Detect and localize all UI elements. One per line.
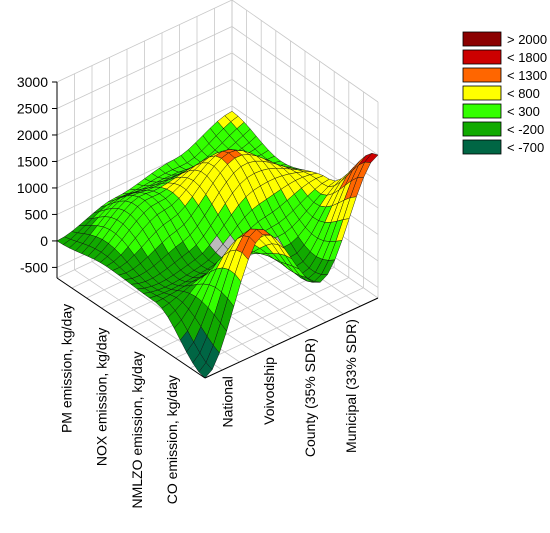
- y-axis-category-labels: PM emission, kg/day NOX emission, kg/day N…: [59, 304, 180, 509]
- z-tick-label: 2000: [17, 127, 48, 143]
- y-category-label: PM emission, kg/day: [59, 304, 75, 433]
- y-category-label: NMLZO emission, kg/day: [129, 351, 145, 508]
- z-tick-label: 500: [25, 206, 49, 222]
- z-tick-label: 2500: [17, 100, 48, 116]
- legend-label: < 1300: [507, 68, 547, 83]
- axis-lines: [56, 82, 379, 379]
- grid-line: [231, 52, 379, 156]
- z-tick-label: 0: [40, 233, 48, 249]
- legend-swatch: [462, 49, 502, 65]
- y-category-label: NOX emission, kg/day: [94, 328, 110, 467]
- grid-line: [56, 79, 233, 162]
- legend-label: < 300: [507, 104, 540, 119]
- x-category-label: Municipal (33% SDR): [343, 319, 359, 453]
- legend-swatch: [462, 103, 502, 119]
- x-axis-category-labels: National Voivodship County (35% SDR) Munici…: [220, 319, 359, 457]
- grid-line: [56, 105, 233, 189]
- legend-label: > 2000: [507, 32, 547, 47]
- grid-line: [56, 52, 233, 136]
- z-tick-label: 1500: [17, 153, 48, 169]
- z-tick-label: -500: [20, 259, 48, 275]
- z-tick-label: 3000: [17, 74, 48, 90]
- surface-cell: [198, 362, 213, 379]
- legend: > 2000 < 1800 < 1300 < 800 < 300 < -200 < -700: [462, 31, 547, 155]
- legend-swatch: [462, 121, 502, 137]
- legend-swatch: [462, 67, 502, 83]
- legend-swatch: [462, 139, 502, 155]
- grid-line: [231, 79, 379, 182]
- x-category-label: Voivodship: [261, 357, 277, 425]
- legend-label: < -200: [507, 122, 544, 137]
- legend-label: < -700: [507, 140, 544, 155]
- grid-line: [231, 26, 379, 129]
- grid-line: [231, 0, 379, 103]
- z-axis-tick-labels: 3000 2500 2000 1500 1000 500 0 -500: [17, 74, 57, 275]
- legend-swatch: [462, 31, 502, 47]
- x-category-label: National: [220, 376, 236, 427]
- grid-line: [190, 287, 364, 369]
- surface-mesh: [56, 110, 379, 379]
- z-tick-label: 1000: [17, 180, 48, 196]
- axis-line: [56, 277, 206, 379]
- x-category-label: County (35% SDR): [302, 338, 318, 457]
- legend-label: < 800: [507, 86, 540, 101]
- y-category-label: CO emission, kg/day: [164, 375, 180, 504]
- legend-swatch: [462, 85, 502, 101]
- grid-line: [56, 0, 233, 83]
- axis-line: [204, 297, 379, 379]
- legend-label: < 1800: [507, 50, 547, 65]
- grid-line: [56, 26, 233, 109]
